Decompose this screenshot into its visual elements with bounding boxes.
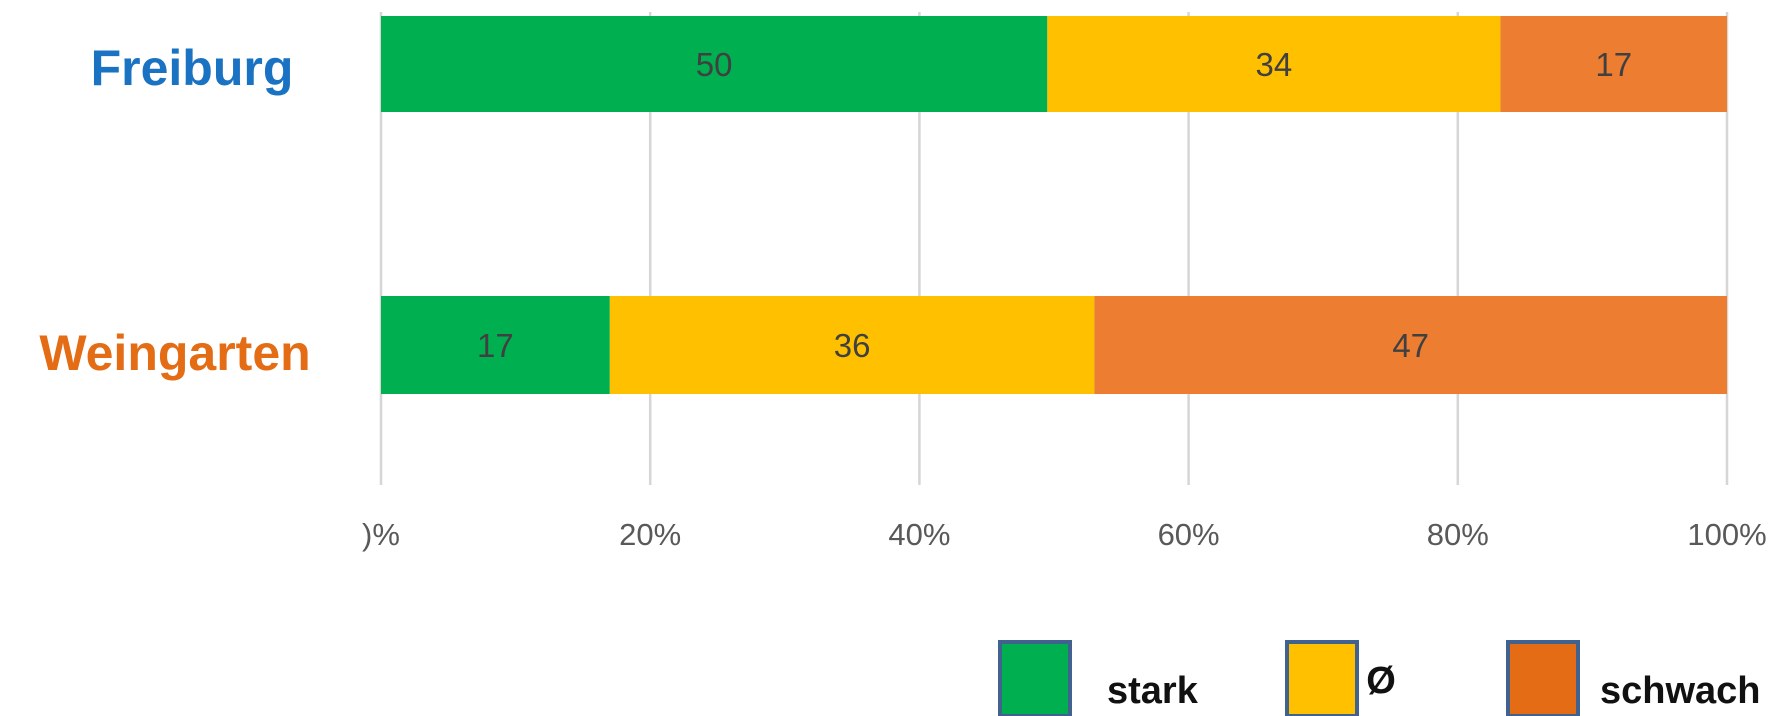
category-label: Weingarten — [39, 325, 310, 381]
bar-segment-freiburg-2 — [1500, 16, 1727, 112]
x-axis-tick-labels: )% 20% 40% 60% 80% 100% — [362, 517, 1767, 552]
legend-label: Ø — [1366, 660, 1396, 702]
data-label: 36 — [834, 327, 871, 364]
x-tick-label: 60% — [1158, 517, 1220, 552]
x-tick-label: 80% — [1427, 517, 1489, 552]
category-label: Freiburg — [91, 40, 294, 96]
data-labels: 50 34 17 17 36 47 — [477, 46, 1632, 364]
legend-label: schwach — [1600, 670, 1761, 712]
data-label: 34 — [1256, 46, 1293, 83]
data-label: 17 — [1595, 46, 1632, 83]
x-tick-label: 20% — [619, 517, 681, 552]
x-tick-label: 40% — [888, 517, 950, 552]
category-labels: Freiburg Weingarten — [39, 40, 310, 381]
bar-segment-weingarten-1 — [609, 296, 1095, 394]
legend-swatch — [998, 640, 1072, 716]
bar-segment-freiburg-0 — [381, 16, 1048, 112]
bar-segment-freiburg-1 — [1047, 16, 1501, 112]
legend-swatch — [1285, 640, 1359, 716]
x-tick-label: 100% — [1687, 517, 1766, 552]
data-label: 50 — [696, 46, 733, 83]
legend-swatch — [1506, 640, 1580, 716]
legend-label: stark — [1107, 670, 1199, 712]
bar-segment-weingarten-2 — [1094, 296, 1727, 394]
bar-segment-weingarten-0 — [381, 296, 610, 394]
data-label: 47 — [1392, 327, 1429, 364]
bars — [381, 16, 1727, 394]
x-tick-label: )% — [362, 517, 400, 552]
data-label: 17 — [477, 327, 514, 364]
